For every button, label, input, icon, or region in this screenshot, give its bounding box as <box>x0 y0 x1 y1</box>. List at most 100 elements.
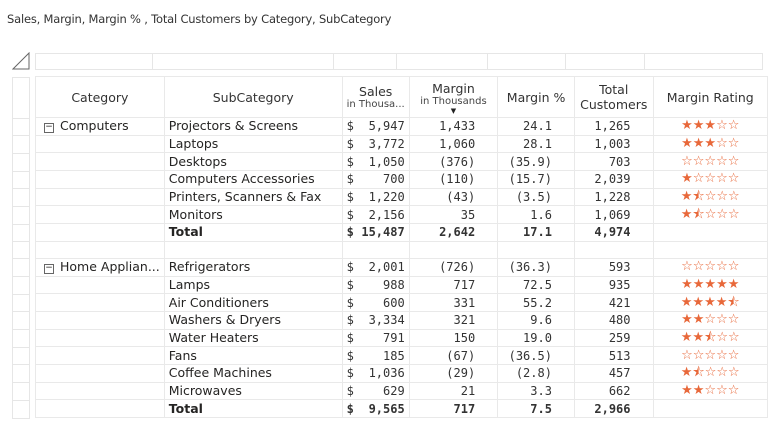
column-resize-strip-customers[interactable] <box>565 53 645 70</box>
column-header-category[interactable]: Category <box>35 76 165 118</box>
row-header-cell[interactable] <box>12 170 30 190</box>
row-header-cell[interactable] <box>12 364 30 384</box>
margin-pct-cell: (15.7) <box>497 170 575 189</box>
column-resize-strip-rating[interactable] <box>644 53 763 70</box>
star-rating-icon: ☆☆☆☆☆ <box>652 257 768 277</box>
star-rating-icon: ☆☆☆☆☆ <box>652 152 768 172</box>
margin-cell: (43) <box>408 187 499 207</box>
row-header-cell[interactable] <box>12 188 30 207</box>
subcategory-cell: Monitors <box>163 205 343 225</box>
row-header-cell[interactable] <box>12 311 30 331</box>
column-resize-strip-margin[interactable] <box>396 53 488 70</box>
table-row[interactable]: − Home Applian... Refrigerators $2,001 (726)… <box>35 257 768 277</box>
table-row[interactable]: Washers & Dryers $3,334 321 9.6 480 ★★☆☆☆ <box>35 310 768 330</box>
row-header-cell[interactable] <box>12 329 30 348</box>
table-row[interactable]: Monitors $2,156 35 1.6 1,069 ★⯪☆☆☆ <box>35 205 768 225</box>
category-cell <box>35 275 165 295</box>
collapse-icon[interactable]: − <box>44 122 54 134</box>
sales-value: 629 <box>383 383 405 398</box>
table-row[interactable]: Fans $185 (67) (36.5) 513 ☆☆☆☆☆ <box>35 346 768 365</box>
category-cell[interactable]: − Home Applian... <box>35 257 165 277</box>
margin-pct-cell: 24.1 <box>497 117 575 136</box>
column-header-subcategory[interactable]: SubCategory <box>163 76 343 118</box>
category-label: Home Applian... <box>60 259 160 275</box>
sales-cell: $600 <box>341 293 410 312</box>
customers-cell: 1,265 <box>573 117 654 136</box>
sales-value: 5,947 <box>368 119 405 134</box>
empty-cell <box>652 240 768 259</box>
customers-cell: 1,228 <box>573 187 654 207</box>
sales-value: 1,220 <box>368 190 405 205</box>
margin-pct-cell: (35.9) <box>497 152 575 172</box>
table-row[interactable]: Laptops $3,772 1,060 28.1 1,003 ★★★☆☆ <box>35 134 768 154</box>
table-row[interactable]: Printers, Scanners & Fax $1,220 (43) (3.5) 1… <box>35 187 768 207</box>
category-cell <box>35 205 165 225</box>
subcategory-cell: Desktops <box>163 152 343 172</box>
row-header-cell[interactable] <box>12 205 30 225</box>
table-row[interactable]: Lamps $988 717 72.5 935 ★★★★★ <box>35 275 768 295</box>
column-resize-strip-sales[interactable] <box>333 53 397 70</box>
star-rating-icon: ★★★☆☆ <box>652 117 768 136</box>
total-label: Total <box>163 399 343 418</box>
sort-descending-icon: ▼ <box>450 106 457 115</box>
header-row: Category SubCategory Sales in Thousa... M… <box>35 76 768 118</box>
column-resize-strip-subcategory[interactable] <box>152 53 334 70</box>
row-header-cell[interactable] <box>12 76 30 119</box>
collapse-icon[interactable]: − <box>44 263 54 275</box>
subcategory-cell: Lamps <box>163 275 343 295</box>
row-header-cell[interactable] <box>12 293 30 313</box>
subcategory-cell: Microwaves <box>163 381 343 401</box>
table-row[interactable]: Computers Accessories $700 (110) (15.7) 2,03… <box>35 170 768 189</box>
margin-cell: (67) <box>408 346 499 365</box>
row-header-cell[interactable] <box>12 399 30 419</box>
row-header-cell[interactable] <box>12 276 30 295</box>
column-header-sales[interactable]: Sales in Thousa... <box>341 76 410 118</box>
table-row[interactable]: Air Conditioners $600 331 55.2 421 ★★★★⯪ <box>35 293 768 312</box>
margin-cell: (376) <box>408 152 499 172</box>
empty-cell <box>35 399 165 418</box>
row-header-cell[interactable] <box>12 117 30 137</box>
row-header-cell[interactable] <box>12 241 30 260</box>
table-row[interactable]: Microwaves $629 21 3.3 662 ★★☆☆☆ <box>35 381 768 401</box>
category-cell <box>35 346 165 365</box>
row-header-cell[interactable] <box>12 135 30 154</box>
category-cell[interactable]: − Computers <box>35 117 165 136</box>
customers-cell: 2,039 <box>573 170 654 189</box>
category-cell <box>35 293 165 312</box>
sales-value: 3,334 <box>368 313 405 328</box>
table-row[interactable]: Desktops $1,050 (376) (35.9) 703 ☆☆☆☆☆ <box>35 152 768 172</box>
total-sales-value: 9,565 <box>368 401 405 416</box>
select-all-corner-icon[interactable] <box>12 52 30 70</box>
margin-cell: 1,060 <box>408 134 499 154</box>
empty-cell <box>163 240 343 259</box>
currency-symbol: $ <box>346 313 354 328</box>
sales-cell: $3,334 <box>341 310 410 330</box>
column-header-total-customers[interactable]: Total Customers <box>573 76 654 118</box>
category-cell <box>35 134 165 154</box>
category-cell <box>35 152 165 172</box>
column-header-margin-rating[interactable]: Margin Rating <box>652 76 768 118</box>
margin-pct-cell: 19.0 <box>497 328 575 348</box>
row-header-cell[interactable] <box>12 223 30 243</box>
empty-cell <box>573 240 654 259</box>
column-header-margin-pct[interactable]: Margin % <box>497 76 575 118</box>
margin-pct-cell: 72.5 <box>497 275 575 295</box>
row-header-cell[interactable] <box>12 152 30 172</box>
margin-pct-cell: 3.3 <box>497 381 575 401</box>
table-row[interactable]: Coffee Machines $1,036 (29) (2.8) 457 ★⯪☆☆☆ <box>35 363 768 383</box>
table-row[interactable]: − Computers Projectors & Screens $5,947 1,43… <box>35 117 768 136</box>
subcategory-cell: Computers Accessories <box>163 170 343 189</box>
subcategory-cell: Laptops <box>163 134 343 154</box>
sales-cell: $988 <box>341 275 410 295</box>
row-header-cell[interactable] <box>12 258 30 277</box>
table-row[interactable]: Water Heaters $791 150 19.0 259 ★★⯪☆☆ <box>35 328 768 348</box>
row-header-cell[interactable] <box>12 382 30 401</box>
subcategory-cell: Refrigerators <box>163 257 343 277</box>
column-resize-strip-category[interactable] <box>35 53 153 70</box>
column-header-margin[interactable]: Margin in Thousands ▼ <box>408 76 499 118</box>
margin-pct-cell: 9.6 <box>497 310 575 330</box>
column-resize-strip-margin-pct[interactable] <box>487 53 566 70</box>
sales-cell: $629 <box>341 381 410 401</box>
row-header-cell[interactable] <box>12 346 30 366</box>
currency-symbol: $ <box>346 366 354 381</box>
